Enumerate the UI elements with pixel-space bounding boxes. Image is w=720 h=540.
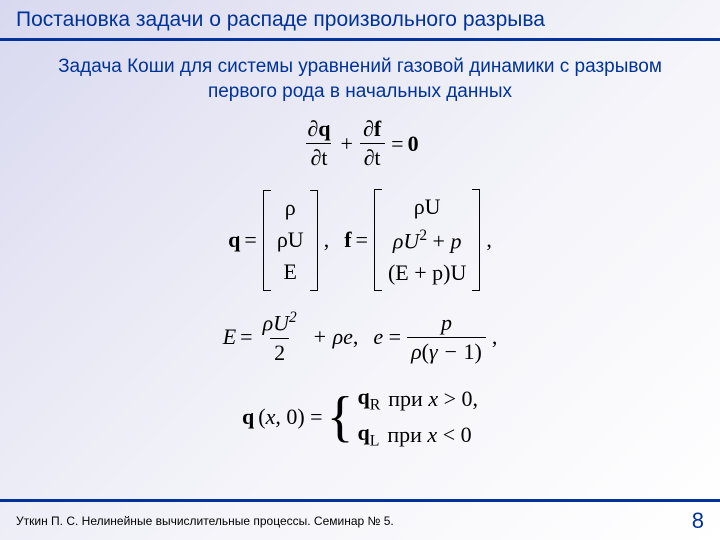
equals-sign: =	[391, 131, 403, 157]
equation-pde: ∂∂qq ∂t + ∂f ∂t = 0	[301, 116, 418, 171]
page-title: Постановка задачи о распаде произвольног…	[16, 8, 704, 32]
eq1-t1-num: ∂∂qq	[307, 116, 330, 141]
footer: Уткин П. С. Нелинейные вычислительные пр…	[0, 499, 720, 540]
q-vec-2: E	[277, 260, 304, 284]
q-vector: ρ ρU E	[263, 190, 318, 291]
eq3-t1-num: ρU2	[259, 309, 301, 337]
case-r-cond: при x > 0,	[388, 386, 478, 412]
equation-initial-condition: q (x, 0) = { qR при x > 0, qL при x < 0	[242, 384, 478, 451]
equals-sign: =	[244, 227, 256, 253]
case-l-cond: при x < 0	[387, 422, 471, 448]
header: Постановка задачи о распаде произвольног…	[0, 0, 720, 41]
footer-text: Уткин П. С. Нелинейные вычислительные пр…	[16, 514, 394, 528]
page-number: 8	[692, 508, 704, 534]
equation-energy: E = ρU2 2 + ρe, e = p ρ(γ − 1) ,	[223, 309, 498, 365]
comma: ,	[492, 324, 498, 350]
subtitle: Задача Коши для системы уравнений газово…	[0, 41, 720, 112]
eq3-t1-den: 2	[270, 338, 289, 366]
math-content: ∂∂qq ∂t + ∂f ∂t = 0 q = ρ ρU E , f =	[0, 112, 720, 450]
brace-icon: {	[327, 395, 354, 440]
eq2-q: q	[228, 227, 240, 253]
f-vec-0: ρU	[388, 195, 466, 219]
eq3-plus: + ρe,	[307, 324, 370, 350]
eq4-args: (x, 0) =	[258, 404, 322, 430]
eq3-E: E	[223, 324, 236, 350]
eq1-rhs: 0	[408, 131, 419, 157]
plus-sign: +	[341, 131, 353, 157]
q-vec-1: ρU	[277, 228, 304, 252]
case-r-sub: R	[370, 396, 381, 413]
case-l-q: q	[357, 420, 369, 445]
eq1-t1-den: ∂t	[310, 145, 327, 170]
f-vector: ρU ρU2 + p (E + p)U	[374, 189, 480, 291]
eq3-e: e =	[373, 324, 401, 350]
comma: ,	[324, 227, 341, 253]
case-l-sub: L	[370, 432, 380, 449]
eq3-t2-num: p	[437, 310, 456, 337]
case-r-q: q	[357, 384, 369, 409]
equation-vectors: q = ρ ρU E , f = ρU ρU2 + p (E + p)U ,	[228, 189, 492, 291]
case-left: qL при x < 0	[357, 420, 478, 450]
q-vec-0: ρ	[277, 196, 304, 220]
eq1-t2-den: ∂t	[364, 145, 381, 170]
equals-sign: =	[356, 227, 368, 253]
f-vec-2: (E + p)U	[388, 261, 466, 285]
case-right: qR при x > 0,	[357, 384, 478, 414]
f-vec-1: ρU2 + p	[388, 228, 466, 254]
eq3-t2-den: ρ(γ − 1)	[407, 337, 486, 365]
equals-sign: =	[240, 324, 252, 350]
piecewise: { qR при x > 0, qL при x < 0	[327, 384, 478, 451]
eq2-f: f	[344, 227, 351, 253]
eq1-t2-num: ∂f	[363, 116, 381, 141]
comma: ,	[486, 227, 492, 253]
eq4-q: q	[242, 404, 254, 430]
